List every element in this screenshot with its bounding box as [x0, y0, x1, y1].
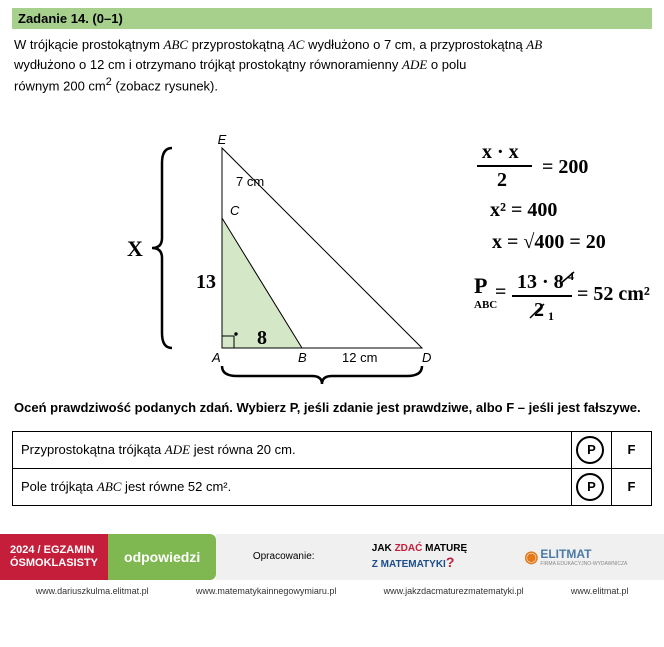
label-c: C [230, 203, 240, 218]
task-text: W trójkącie prostokątnym ABC przyprostok… [12, 29, 652, 102]
text: (zobacz rysunek). [112, 78, 218, 93]
text: wydłużono o 12 cm i otrzymano trójkąt pr… [14, 57, 402, 72]
label-d: D [422, 350, 431, 365]
hw-l3: x = √400 = 20 [492, 231, 606, 253]
answer-p-1[interactable]: P [572, 431, 612, 468]
hw-l2: x² = 400 [490, 199, 557, 221]
link-2[interactable]: www.matematykainnegowymiaru.pl [196, 586, 337, 596]
footer-exam: ÓSMOKLASISTY [10, 557, 98, 570]
text: przyprostokątną [188, 37, 288, 52]
hw-abc: ABC [474, 299, 497, 311]
math-ac: AC [288, 37, 305, 52]
table-row: Pole trójkąta ABC jest równe 52 cm². P F [13, 468, 652, 505]
answer-p-2[interactable]: P [572, 468, 612, 505]
math-abc: ABC [164, 37, 189, 52]
brace-left [152, 148, 172, 348]
logo-jakzdac: JAK ZDAĆ MATURĘ Z MATEMATYKI? [372, 543, 467, 570]
t: ? [446, 554, 455, 570]
hw-eq: = [495, 281, 506, 303]
footer-answers: odpowiedzi [124, 549, 200, 565]
hand-x-left: X [127, 236, 143, 261]
hw-p: P [474, 273, 487, 298]
label-12cm: 12 cm [342, 350, 377, 365]
instruction-text: Oceń prawdziwość podanych zdań. Wybierz … [12, 394, 652, 421]
text: W trójkącie prostokątnym [14, 37, 164, 52]
label-e: E [218, 132, 227, 147]
footer-oprac: Opracowanie: [253, 551, 315, 562]
t: JAK [372, 543, 395, 554]
footer-red-block: 2024 / EGZAMIN ÓSMOKLASISTY [0, 534, 108, 580]
hand-8: 8 [257, 327, 267, 349]
logo-elitmat: ◉ ELITMAT FIRMA EDUKACYJNO-WYDAWNICZA [524, 547, 627, 567]
brace-bottom [222, 366, 422, 384]
text: jest równa 20 cm. [190, 442, 296, 457]
label-f: F [628, 442, 636, 457]
footer-year: 2024 / EGZAMIN [10, 544, 98, 557]
text: równym 200 cm [14, 78, 106, 93]
hand-x-bottom: x [318, 384, 327, 388]
hw-frac-den: 2 [497, 169, 507, 191]
label-f: F [628, 479, 636, 494]
hw-eq200: = 200 [542, 156, 588, 178]
label-b: B [298, 350, 307, 365]
math-ade: ADE [402, 57, 427, 72]
footer-rest: Opracowanie: JAK ZDAĆ MATURĘ Z MATEMATYK… [216, 534, 664, 580]
answer-f-1[interactable]: F [612, 431, 652, 468]
diagram-svg: E C A B D 7 cm 12 cm 13 8 X x x · [12, 108, 652, 388]
task-header: Zadanie 14. (0–1) [12, 8, 652, 29]
link-1[interactable]: www.dariuszkulma.elitmat.pl [36, 586, 149, 596]
logo-sub: FIRMA EDUKACYJNO-WYDAWNICZA [540, 561, 627, 567]
label-a: A [211, 350, 221, 365]
statement-1: Przyprostokątna trójkąta ADE jest równa … [13, 431, 572, 468]
footer-bar: 2024 / EGZAMIN ÓSMOKLASISTY odpowiedzi O… [0, 534, 664, 580]
statement-2: Pole trójkąta ABC jest równe 52 cm². [13, 468, 572, 505]
circle-icon [576, 473, 604, 501]
handwriting-block: x · x 2 = 200 x² = 400 x = √400 = 20 P A… [474, 141, 650, 323]
hw-frac-num: x · x [482, 141, 519, 163]
text: Pole trójkąta [21, 479, 97, 494]
hw-strike1: 1 [548, 309, 554, 323]
math-ab: AB [526, 37, 542, 52]
footer-links: www.dariuszkulma.elitmat.pl www.matematy… [0, 580, 664, 602]
circle-icon [576, 436, 604, 464]
text: Przyprostokątna trójkąta [21, 442, 165, 457]
table-row: Przyprostokątna trójkąta ADE jest równa … [13, 431, 652, 468]
link-3[interactable]: www.jakzdacmaturezmatematyki.pl [384, 586, 524, 596]
answer-table: Przyprostokątna trójkąta ADE jest równa … [12, 431, 652, 506]
t: ZDAĆ [395, 543, 423, 554]
figure-area: E C A B D 7 cm 12 cm 13 8 X x x · [12, 108, 652, 388]
globe-icon: ◉ [524, 547, 538, 567]
footer-green-block: odpowiedzi [108, 534, 216, 580]
label-7cm: 7 cm [236, 174, 264, 189]
math: ADE [165, 442, 190, 457]
hw-138: 13 · 8 [517, 271, 564, 293]
answer-f-2[interactable]: F [612, 468, 652, 505]
hand-13: 13 [196, 271, 216, 293]
t: MATURĘ [422, 543, 467, 554]
logo-main: ELITMAT [540, 547, 591, 561]
t: Z MATEMATYKI [372, 559, 446, 570]
link-4[interactable]: www.elitmat.pl [571, 586, 629, 596]
text: jest równe 52 cm². [121, 479, 231, 494]
text: wydłużono o 7 cm, a przyprostokątną [304, 37, 526, 52]
text: o polu [427, 57, 466, 72]
hw-52: = 52 cm² [577, 283, 650, 305]
math: ABC [97, 479, 122, 494]
